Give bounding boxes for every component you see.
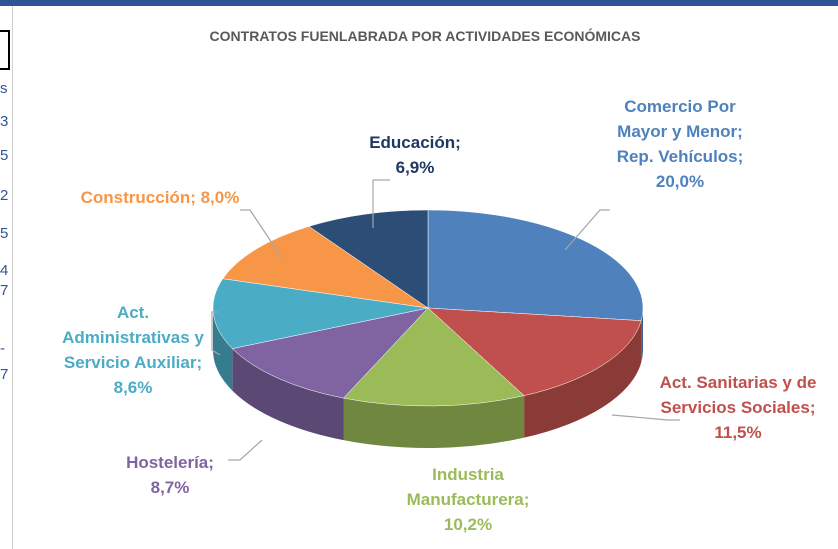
cut-off-text: - bbox=[0, 340, 5, 357]
slice-side bbox=[524, 320, 642, 438]
slice-side bbox=[213, 308, 233, 391]
cut-off-text: 2 bbox=[0, 187, 9, 204]
slice-side bbox=[343, 395, 525, 449]
data-label: Act. Administrativas y Servicio Auxiliar… bbox=[62, 303, 204, 397]
cut-off-text: 5 bbox=[0, 147, 9, 164]
leader-line bbox=[228, 439, 263, 461]
leader-line bbox=[211, 311, 221, 356]
leader-line bbox=[240, 209, 283, 259]
data-label: Hostelería; 8,7% bbox=[126, 453, 214, 497]
slice bbox=[427, 307, 642, 396]
cut-off-text: 3 bbox=[0, 113, 9, 130]
data-label: Industria Manufacturera; 10,2% bbox=[406, 465, 530, 534]
leader-line bbox=[372, 179, 390, 228]
data-label: Construcción; 8,0% bbox=[80, 188, 240, 207]
slice bbox=[212, 278, 429, 349]
top-bar bbox=[0, 0, 838, 6]
slice bbox=[343, 307, 525, 407]
cut-off-text: 4 bbox=[0, 262, 9, 279]
data-label: Educación; 6,9% bbox=[369, 133, 461, 177]
cut-off-text: 7 bbox=[0, 282, 9, 299]
leader-line bbox=[611, 414, 680, 421]
slice bbox=[427, 209, 644, 321]
cut-off-text: 7 bbox=[0, 366, 9, 383]
cut-off-box bbox=[0, 30, 10, 70]
data-label: Act. Sanitarias y de Servicios Sociales;… bbox=[659, 373, 817, 442]
slice-side bbox=[641, 308, 643, 363]
cut-off-text: s bbox=[0, 80, 8, 97]
chart-frame bbox=[12, 6, 838, 549]
slice bbox=[308, 209, 429, 309]
slice-side bbox=[232, 348, 344, 441]
cut-off-text: 5 bbox=[0, 225, 9, 242]
leader-line bbox=[564, 209, 610, 251]
chart-title: CONTRATOS FUENLABRADA POR ACTIVIDADES EC… bbox=[209, 28, 641, 44]
data-label: Comercio Por Mayor y Menor; Rep. Vehícul… bbox=[616, 97, 744, 191]
slice bbox=[231, 307, 429, 399]
